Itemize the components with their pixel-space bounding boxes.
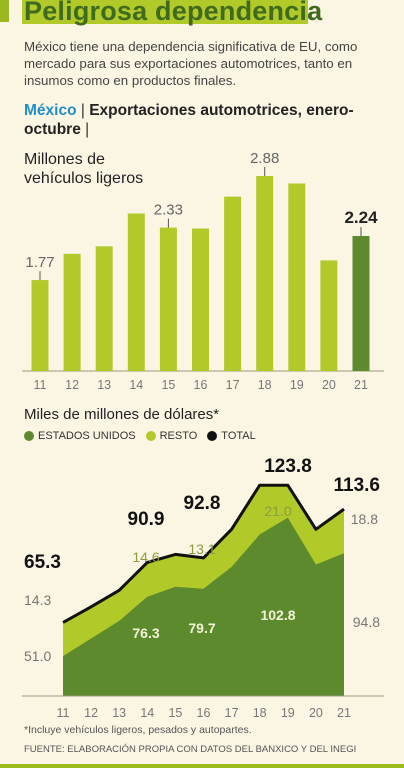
total-label-11: 65.3: [24, 552, 61, 573]
total-label-21: 113.6: [334, 475, 381, 496]
area-tick-label: 11: [57, 706, 70, 720]
bar-tick-label: 19: [290, 378, 304, 392]
area-tick-label: 20: [309, 706, 323, 720]
page-title: Peligrosa dependencia: [24, 0, 323, 26]
area-tick-label: 16: [197, 706, 211, 720]
area-tick-label: 18: [253, 706, 267, 720]
eu-label-14: 76.3: [132, 625, 159, 641]
bar-tick-label: 13: [97, 378, 111, 392]
section-title: Exportaciones automotrices, enero-octubr…: [24, 102, 354, 138]
legend-swatch-eu: [24, 431, 34, 441]
eu-label-16: 79.7: [188, 620, 215, 636]
area-tick-label: 19: [281, 706, 295, 720]
bar-16: [192, 228, 209, 371]
bar-tick-label: 21: [354, 378, 368, 392]
bar-data-label: 2.88: [250, 150, 279, 167]
area-chart: 11 12 13 14 15 16 17 18 19 20 21 65.3 90.9 92.8 123.8 1…: [22, 456, 384, 720]
bottom-rule: [0, 764, 404, 768]
bar-17: [224, 196, 242, 371]
bar-chart-unit-label: Millones de vehículos ligeros: [24, 151, 144, 187]
area-tick-label: 12: [84, 706, 98, 720]
eu-label-21: 94.8: [353, 614, 380, 630]
legend-swatch-resto: [145, 431, 156, 441]
area-tick-label: 14: [140, 706, 154, 720]
footnote: *Incluye vehículos ligeros, pesados y au…: [24, 724, 252, 736]
bar-13: [95, 246, 113, 371]
eu-label-18: 102.8: [260, 607, 295, 623]
bar-data-label: 2.24: [344, 208, 378, 227]
bar-tick-label: 17: [226, 378, 240, 392]
area-tick-label: 17: [225, 706, 239, 720]
area-chart-legend: ESTADOS UNIDOS RESTO TOTAL: [24, 430, 266, 442]
total-label-19: 123.8: [264, 456, 312, 477]
bar-tick-label: 12: [65, 378, 79, 392]
area-tick-label: 13: [112, 706, 126, 720]
bar-tick-label: 11: [34, 378, 47, 392]
eu-label-11: 51.0: [24, 648, 51, 664]
area-chart-unit-label: Miles de millones de dólares*: [24, 406, 220, 423]
resto-label-14: 14.6: [132, 549, 159, 565]
total-label-16: 92.8: [184, 493, 221, 514]
legend-item-resto: RESTO: [145, 430, 198, 442]
bar-data-label: 1.77: [25, 254, 54, 271]
bar-tick-label: 20: [322, 378, 336, 392]
title-accent: [0, 0, 9, 22]
bar-tick-label: 18: [258, 378, 272, 392]
section-country: México: [24, 102, 77, 119]
total-label-14: 90.9: [128, 509, 165, 530]
bar-18: [256, 176, 274, 371]
resto-label-11: 14.3: [24, 592, 51, 608]
bar-14: [127, 213, 145, 371]
section-heading: México | Exportaciones automotrices, ene…: [24, 101, 384, 139]
legend-swatch-total: [207, 431, 218, 441]
area-tick-label: 15: [168, 706, 182, 720]
resto-label-21: 18.8: [351, 511, 378, 527]
legend-label-eu: ESTADOS UNIDOS: [38, 430, 136, 442]
legend-item-total: TOTAL: [207, 430, 256, 442]
bar-20: [320, 260, 338, 371]
line-total: [62, 483, 345, 624]
bar-11: [31, 280, 49, 371]
bar-12: [63, 253, 81, 371]
bar-tick-label: 16: [194, 378, 208, 392]
title-band: [22, 0, 308, 24]
area-estados-unidos: [63, 517, 344, 696]
section-separator: |: [80, 102, 85, 119]
resto-label-16: 13.1: [188, 541, 215, 557]
bar-19: [288, 183, 306, 371]
title-bar: Peligrosa dependencia: [0, 0, 404, 30]
legend-label-total: TOTAL: [221, 430, 256, 442]
bar-tick-label: 15: [161, 378, 175, 392]
legend-label-resto: RESTO: [159, 430, 198, 442]
bar-15: [159, 227, 177, 371]
bar-tick-label: 14: [129, 378, 143, 392]
source-note: FUENTE: ELABORACIÓN PROPIA CON DATOS DEL…: [24, 744, 357, 755]
section-end-marker: |: [85, 121, 90, 138]
legend-item-eu: ESTADOS UNIDOS: [24, 430, 136, 442]
subtitle: México tiene una dependencia significati…: [24, 39, 358, 88]
bar-data-label: 2.33: [154, 202, 183, 219]
area-tick-label: 21: [337, 706, 351, 720]
resto-label-18: 21.0: [264, 503, 291, 519]
bar-chart: 11 1.77 12 13 14 15 2.33 16 17 18 2.88 19 20 21 2.24: [22, 150, 384, 392]
bar-21: [352, 236, 370, 371]
